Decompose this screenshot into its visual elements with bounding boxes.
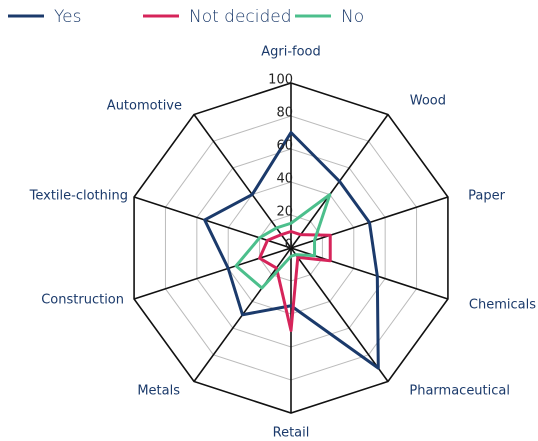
legend-label: Not decided <box>189 7 292 27</box>
axis-spoke <box>290 247 389 382</box>
tick-label: 0 <box>285 238 293 253</box>
axis-spoke <box>290 247 449 300</box>
axis-spoke <box>133 247 292 300</box>
series-line <box>258 230 332 332</box>
tick-label: 80 <box>276 106 293 121</box>
category-label: Metals <box>137 384 180 399</box>
axis-spoke <box>193 114 292 249</box>
category-label: Textile-clothing <box>29 189 128 204</box>
category-label: Agri-food <box>261 45 321 60</box>
tick-label: 60 <box>276 139 293 154</box>
category-label: Retail <box>273 426 310 441</box>
category-label: Wood <box>410 94 446 109</box>
category-label: Automotive <box>107 99 182 114</box>
tick-label: 100 <box>268 73 293 88</box>
legend-label: No <box>341 7 364 27</box>
axis-spoke <box>133 196 292 249</box>
category-label: Pharmaceutical <box>409 384 510 399</box>
series-line <box>203 131 380 370</box>
category-label: Paper <box>468 189 505 204</box>
legend-label: Yes <box>54 7 81 27</box>
series-line <box>234 193 332 290</box>
category-label: Construction <box>41 293 124 308</box>
category-label: Chemicals <box>469 298 536 313</box>
tick-label: 40 <box>276 172 293 187</box>
tick-label: 20 <box>276 205 293 220</box>
